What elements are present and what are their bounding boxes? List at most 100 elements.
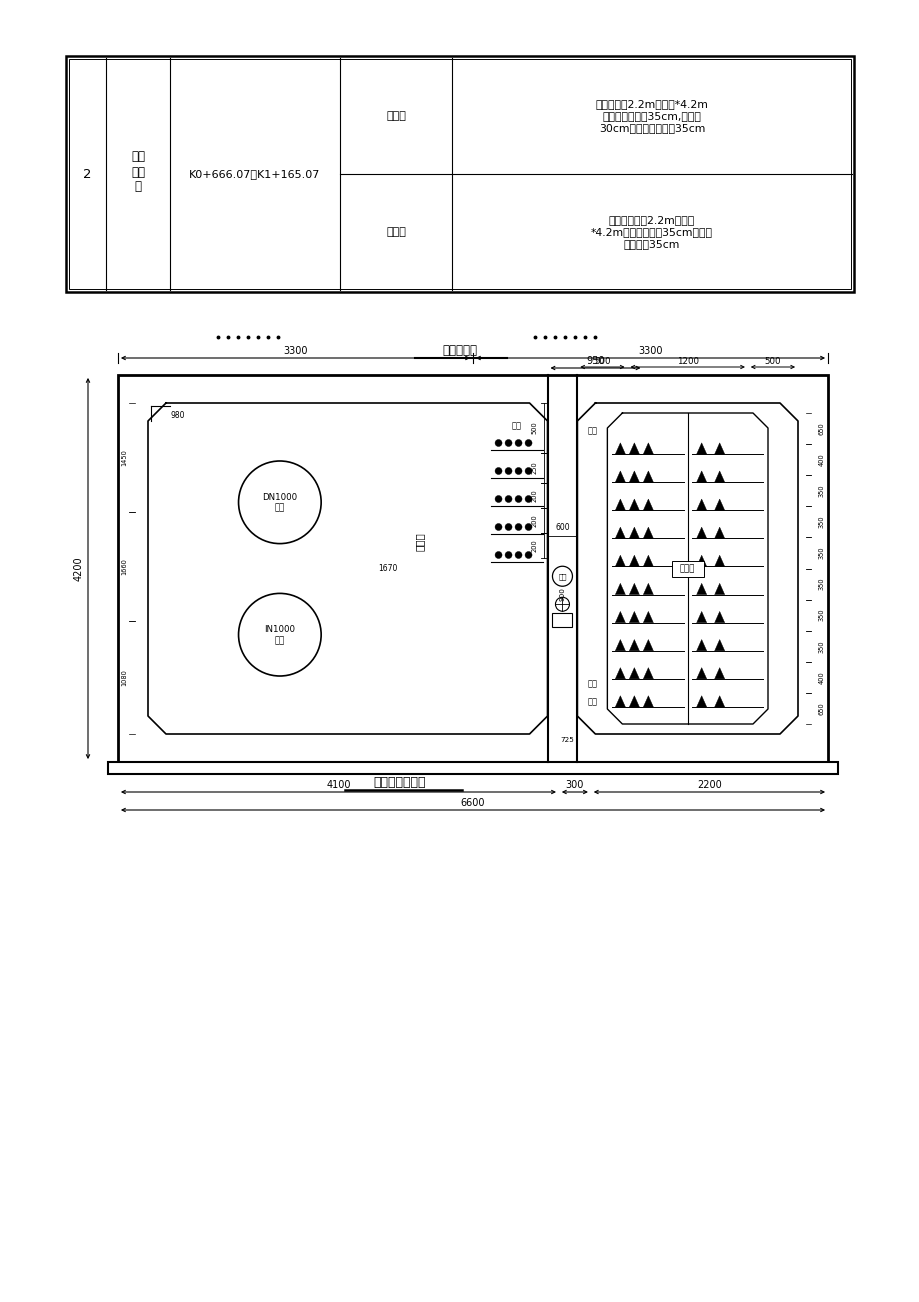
Text: 650: 650 <box>818 422 824 435</box>
Circle shape <box>494 523 502 530</box>
Polygon shape <box>714 612 724 622</box>
Polygon shape <box>629 499 639 510</box>
Circle shape <box>505 523 512 530</box>
Polygon shape <box>629 612 639 622</box>
Polygon shape <box>615 555 625 566</box>
Circle shape <box>505 552 512 559</box>
Text: 1660: 1660 <box>121 559 127 575</box>
Polygon shape <box>615 639 625 651</box>
Text: 2: 2 <box>83 168 91 181</box>
Polygon shape <box>629 527 639 538</box>
Text: 综合舱: 综合舱 <box>414 533 425 551</box>
Polygon shape <box>629 471 639 482</box>
Text: 500: 500 <box>531 422 537 435</box>
Text: 3300: 3300 <box>283 346 308 355</box>
Text: 1080: 1080 <box>121 669 127 686</box>
Circle shape <box>505 467 512 474</box>
Text: 350: 350 <box>818 484 824 497</box>
Text: 3300: 3300 <box>638 346 662 355</box>
Polygon shape <box>629 668 639 678</box>
Polygon shape <box>642 583 652 595</box>
Polygon shape <box>696 612 706 622</box>
Polygon shape <box>696 499 706 510</box>
Polygon shape <box>642 471 652 482</box>
Text: 断面净尺寸2.2m（宽）*4.2m
（高），侧墙宽35cm,隔墙宽
30cm；顶底板厚均为35cm: 断面净尺寸2.2m（宽）*4.2m （高），侧墙宽35cm,隔墙宽 30cm；顶… <box>595 99 708 133</box>
Circle shape <box>515 467 521 474</box>
Text: 自用: 自用 <box>511 422 521 431</box>
Polygon shape <box>714 639 724 651</box>
Circle shape <box>525 523 531 530</box>
Text: 200: 200 <box>531 514 537 527</box>
Text: 电力舱: 电力舱 <box>679 564 695 573</box>
Circle shape <box>494 467 502 474</box>
Polygon shape <box>696 583 706 595</box>
Circle shape <box>505 440 512 447</box>
Text: IN1000: IN1000 <box>264 625 295 634</box>
Text: 断面净尺寸为2.2m（宽）
*4.2m（高）侧墙宽35cm；顶底
板厚均为35cm: 断面净尺寸为2.2m（宽） *4.2m（高）侧墙宽35cm；顶底 板厚均为35c… <box>590 215 712 249</box>
Polygon shape <box>642 639 652 651</box>
Text: 自用: 自用 <box>586 427 596 435</box>
Polygon shape <box>629 555 639 566</box>
Text: 1670: 1670 <box>378 564 397 573</box>
Text: 400: 400 <box>818 453 824 466</box>
Text: DN1000: DN1000 <box>262 492 297 501</box>
Polygon shape <box>714 527 724 538</box>
Text: 300: 300 <box>565 780 584 790</box>
Polygon shape <box>615 499 625 510</box>
Text: 500: 500 <box>594 357 610 366</box>
Polygon shape <box>629 443 639 454</box>
Text: 热力: 热力 <box>275 504 285 513</box>
Polygon shape <box>642 443 652 454</box>
Circle shape <box>494 440 502 447</box>
Polygon shape <box>642 695 652 707</box>
Text: 标准
断面
二: 标准 断面 二 <box>130 151 145 194</box>
Polygon shape <box>642 668 652 678</box>
Text: 725: 725 <box>560 737 573 743</box>
Text: 综合舱: 综合舱 <box>386 111 405 121</box>
Text: 600: 600 <box>554 522 569 531</box>
Polygon shape <box>615 695 625 707</box>
Circle shape <box>505 496 512 503</box>
Polygon shape <box>615 583 625 595</box>
Text: 250: 250 <box>531 462 537 474</box>
Polygon shape <box>714 583 724 595</box>
Circle shape <box>525 552 531 559</box>
Polygon shape <box>642 612 652 622</box>
Polygon shape <box>642 499 652 510</box>
Polygon shape <box>629 695 639 707</box>
Polygon shape <box>615 668 625 678</box>
Circle shape <box>515 440 521 447</box>
Polygon shape <box>714 443 724 454</box>
Text: 350: 350 <box>818 516 824 529</box>
Polygon shape <box>642 555 652 566</box>
Circle shape <box>515 523 521 530</box>
Polygon shape <box>714 471 724 482</box>
Polygon shape <box>714 499 724 510</box>
Circle shape <box>494 496 502 503</box>
Text: 350: 350 <box>818 547 824 560</box>
Text: 热力: 热力 <box>275 637 285 646</box>
Text: 管廊桩号坐: 管廊桩号坐 <box>442 344 477 357</box>
Polygon shape <box>696 471 706 482</box>
Polygon shape <box>629 639 639 651</box>
Text: 4200: 4200 <box>74 556 84 581</box>
Circle shape <box>515 496 521 503</box>
Text: 自用: 自用 <box>586 698 596 707</box>
Polygon shape <box>714 695 724 707</box>
Text: 500: 500 <box>764 357 780 366</box>
Bar <box>69 59 850 289</box>
Bar <box>671 560 703 577</box>
Text: 350: 350 <box>818 609 824 621</box>
Text: 电力舱: 电力舱 <box>386 227 405 237</box>
Text: 980: 980 <box>171 410 185 419</box>
Text: 2200: 2200 <box>697 780 721 790</box>
Circle shape <box>525 467 531 474</box>
Polygon shape <box>615 471 625 482</box>
Polygon shape <box>696 695 706 707</box>
Polygon shape <box>696 639 706 651</box>
Text: 200: 200 <box>531 539 537 552</box>
Polygon shape <box>615 443 625 454</box>
Bar <box>66 56 853 292</box>
Bar <box>551 613 572 628</box>
Polygon shape <box>696 443 706 454</box>
